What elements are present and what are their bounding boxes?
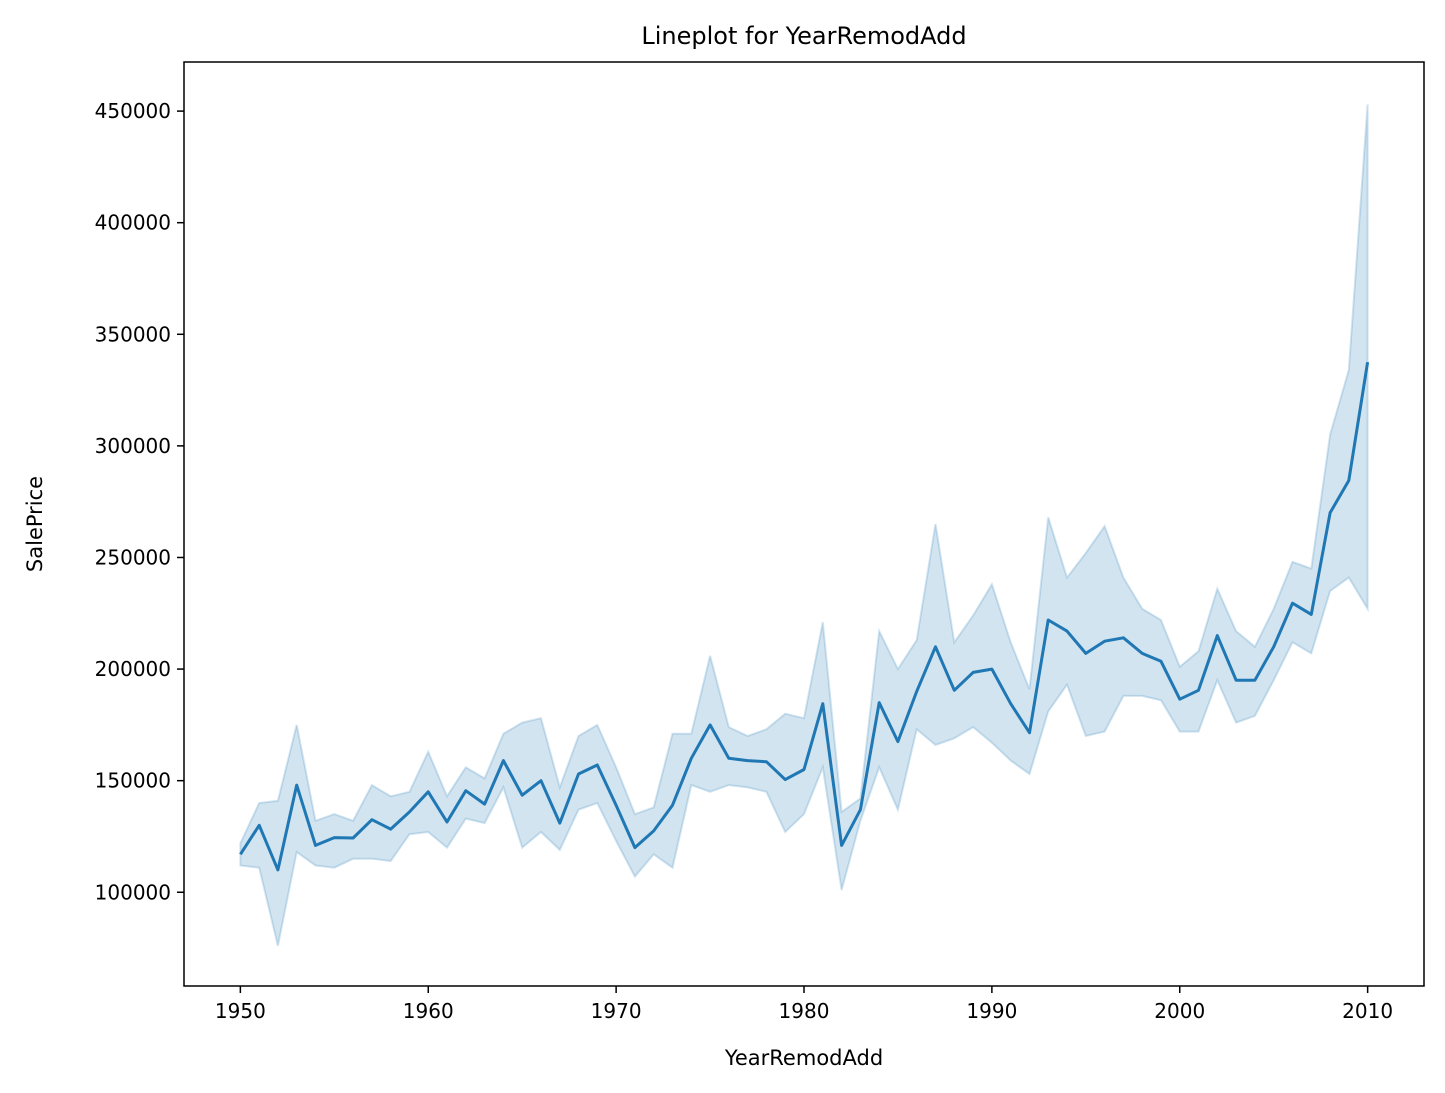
x-tick-label: 1980 bbox=[779, 999, 830, 1023]
plot-area bbox=[239, 104, 1370, 947]
y-tick-label: 250000 bbox=[95, 545, 171, 569]
x-tick-label: 1960 bbox=[403, 999, 454, 1023]
x-axis-title: YearRemodAdd bbox=[724, 1046, 883, 1070]
x-tick-label: 2000 bbox=[1154, 999, 1205, 1023]
y-axis-ticks: 100000 150000 200000 250000 300000 350000 4000… bbox=[95, 99, 184, 904]
y-tick-label: 150000 bbox=[95, 769, 171, 793]
confidence-band bbox=[239, 104, 1369, 947]
y-tick-label: 100000 bbox=[95, 880, 171, 904]
plot-frame bbox=[183, 61, 1425, 987]
saleprice-line bbox=[239, 361, 1370, 872]
chart-title: Lineplot for YearRemodAdd bbox=[641, 22, 966, 50]
x-tick-label: 1990 bbox=[966, 999, 1017, 1023]
x-tick-label: 1970 bbox=[591, 999, 642, 1023]
x-tick-label: 2010 bbox=[1342, 999, 1393, 1023]
y-axis-title: SalePrice bbox=[23, 476, 47, 572]
y-tick-label: 400000 bbox=[95, 211, 171, 235]
x-tick-label: 1950 bbox=[215, 999, 266, 1023]
x-axis-ticks: 1950 1960 1970 1980 1990 2000 2010 bbox=[215, 986, 1393, 1023]
y-tick-label: 450000 bbox=[95, 99, 171, 123]
y-tick-label: 350000 bbox=[95, 322, 171, 346]
y-tick-label: 200000 bbox=[95, 657, 171, 681]
y-tick-label: 300000 bbox=[95, 434, 171, 458]
